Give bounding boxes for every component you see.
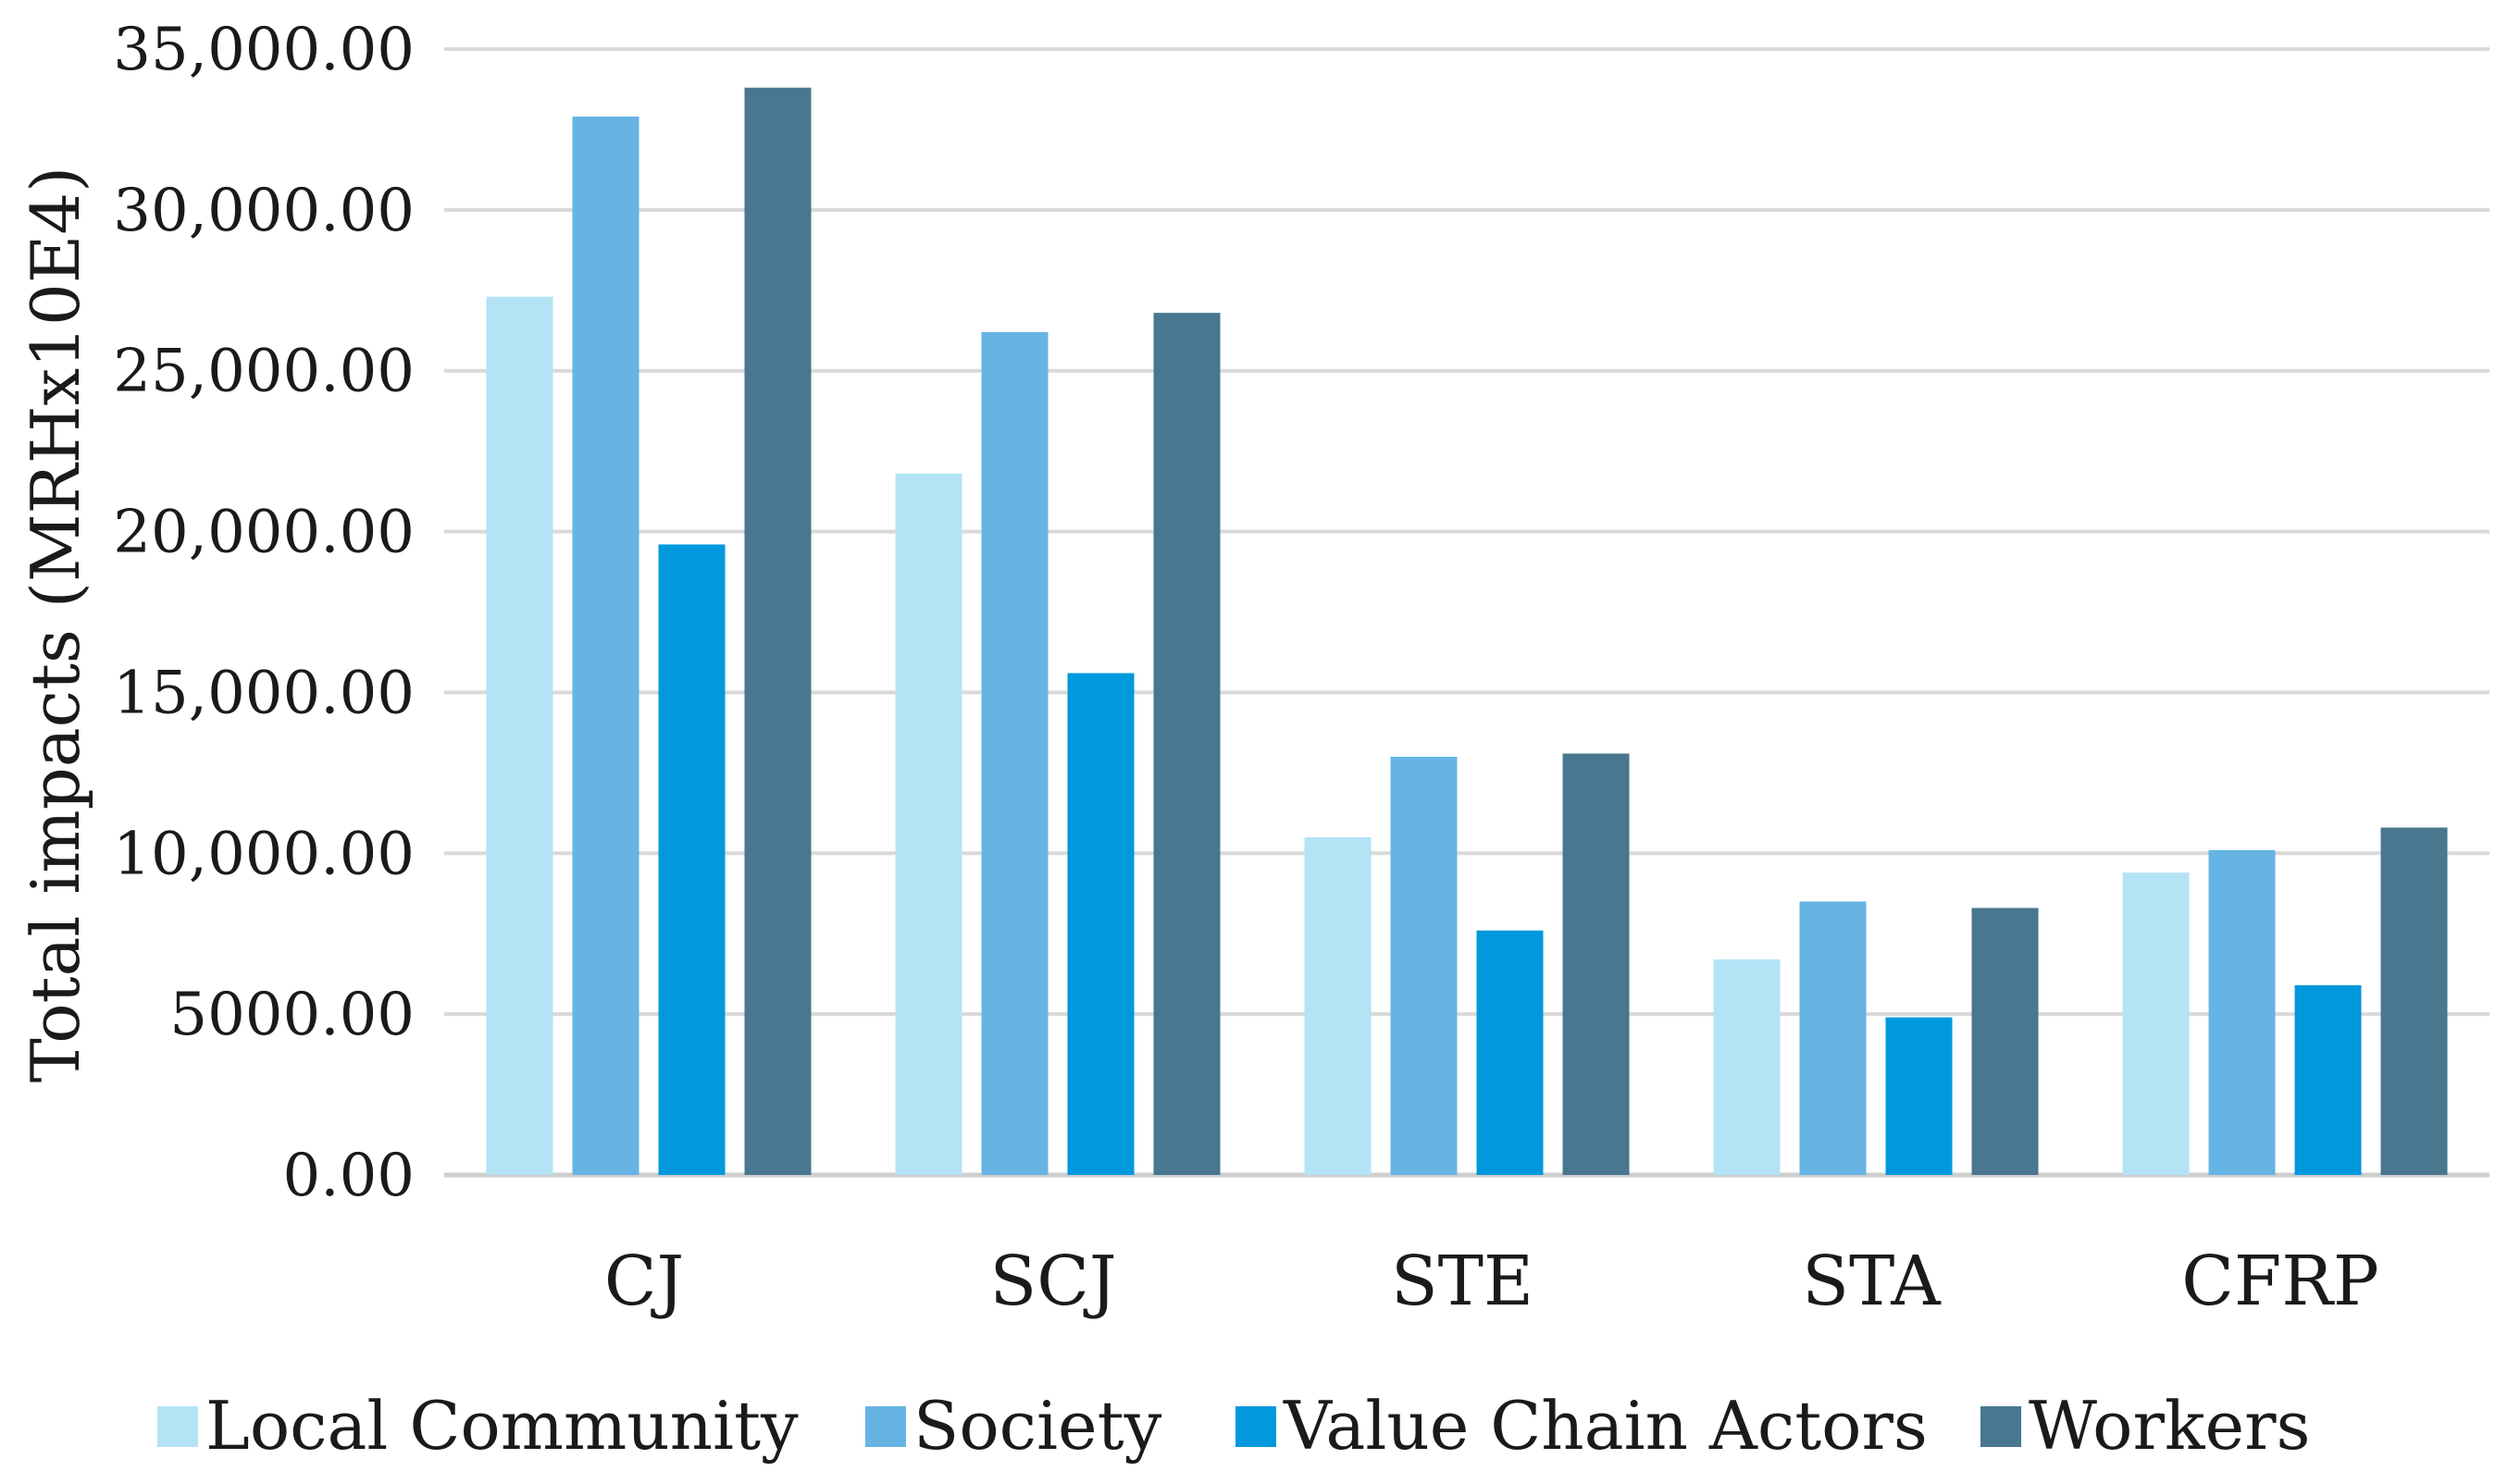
bar-cfrp-value-chain-actors (2294, 984, 2362, 1175)
bar-cfrp-workers (2380, 827, 2448, 1175)
bar-sta-workers (1971, 908, 2039, 1175)
legend-label: Value Chain Actors (1283, 1387, 1928, 1465)
bar-ste-value-chain-actors (1476, 930, 1544, 1175)
x-axis-category-labels: CJ SCJ STE STA CFRP (604, 1242, 2379, 1321)
bar-scj-local-community (895, 473, 962, 1175)
legend-swatch (1235, 1406, 1276, 1447)
y-tick-label: 0.00 (283, 1142, 416, 1210)
y-tick-label: 25,000.00 (113, 338, 415, 406)
bar-cfrp-society (2208, 849, 2276, 1175)
bar-ste-local-community (1304, 836, 1372, 1175)
legend-label: Workers (2029, 1387, 2311, 1465)
bar-ste-workers (1562, 753, 1630, 1175)
y-tick-label: 30,000.00 (113, 177, 415, 245)
y-axis-tick-labels: 0.00 5000.00 10,000.00 15,000.00 20,000.00 25… (113, 16, 415, 1210)
bar-cj-society (572, 117, 639, 1175)
bar-cj-local-community (486, 296, 553, 1175)
bar-scj-workers (1153, 313, 1221, 1175)
x-category-label: CJ (604, 1242, 684, 1321)
x-category-label: STE (1391, 1242, 1533, 1321)
x-category-label: SCJ (990, 1242, 1117, 1321)
bar-scj-value-chain-actors (1067, 673, 1135, 1175)
bar-sta-society (1799, 901, 1867, 1175)
y-tick-label: 20,000.00 (113, 499, 415, 567)
x-category-label: CFRP (2181, 1242, 2378, 1321)
bar-scj-society (981, 331, 1049, 1175)
y-tick-label: 35,000.00 (113, 16, 415, 84)
y-axis-title: Total impacts (MRHx10E4) (17, 167, 94, 1082)
legend-swatch (1980, 1406, 2021, 1447)
x-category-label: STA (1802, 1242, 1942, 1321)
bar-sta-value-chain-actors (1885, 1017, 1953, 1175)
bar-cfrp-local-community (2122, 872, 2190, 1175)
bar-sta-local-community (1713, 959, 1781, 1175)
bar-cj-value-chain-actors (658, 544, 726, 1175)
y-tick-label: 5000.00 (169, 981, 415, 1049)
y-tick-label: 15,000.00 (113, 659, 415, 727)
legend-label: Society (913, 1387, 1162, 1465)
bar-ste-society (1390, 756, 1458, 1175)
y-tick-label: 10,000.00 (113, 820, 415, 888)
bar-cj-workers (744, 87, 812, 1176)
legend-swatch (865, 1406, 906, 1447)
legend-label: Local Community (205, 1387, 799, 1465)
legend: Local Community Society Value Chain Actors… (157, 1387, 2311, 1465)
bars (486, 87, 2448, 1176)
legend-swatch (157, 1406, 198, 1447)
